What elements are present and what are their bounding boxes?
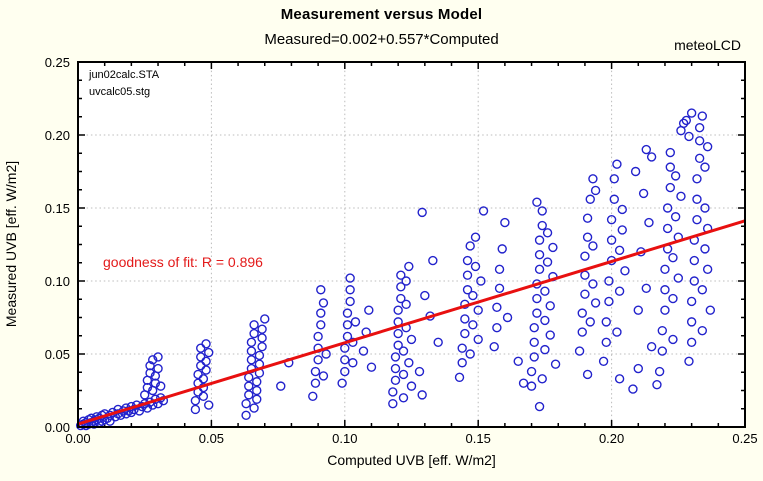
y-axis-title: Measured UVB [eff. W/m2] (3, 160, 19, 328)
y-tick-label: 0.20 (44, 128, 70, 143)
y-tick-label: 0.10 (44, 274, 70, 289)
dataset-file-label: jun02calc.STA uvcalc05.stg (89, 67, 159, 101)
y-tick-label: 0.15 (44, 201, 70, 216)
meteolcd-watermark: meteoLCD (674, 37, 741, 53)
x-tick-label: 0.05 (198, 431, 225, 446)
x-tick-label: 0.20 (598, 431, 625, 446)
x-tick-label: 0.00 (65, 431, 91, 446)
x-tick-label: 0.10 (332, 431, 358, 446)
dataset-file-line1: jun02calc.STA (89, 69, 160, 81)
x-axis-title: Computed UVB [eff. W/m2] (327, 452, 496, 468)
y-tick-label: 0.00 (44, 420, 70, 435)
regression-equation-label: Measured=0.002+0.557*Computed (264, 31, 499, 48)
y-tick-label: 0.25 (44, 55, 70, 70)
goodness-of-fit-label: goodness of fit: R = 0.896 (103, 254, 263, 270)
dataset-file-line2: uvcalc05.stg (89, 86, 151, 98)
page-title: Measurement versus Model (280, 6, 483, 23)
x-tick-label: 0.15 (465, 431, 491, 446)
x-tick-label: 0.25 (732, 431, 758, 446)
y-tick-label: 0.05 (44, 347, 70, 362)
